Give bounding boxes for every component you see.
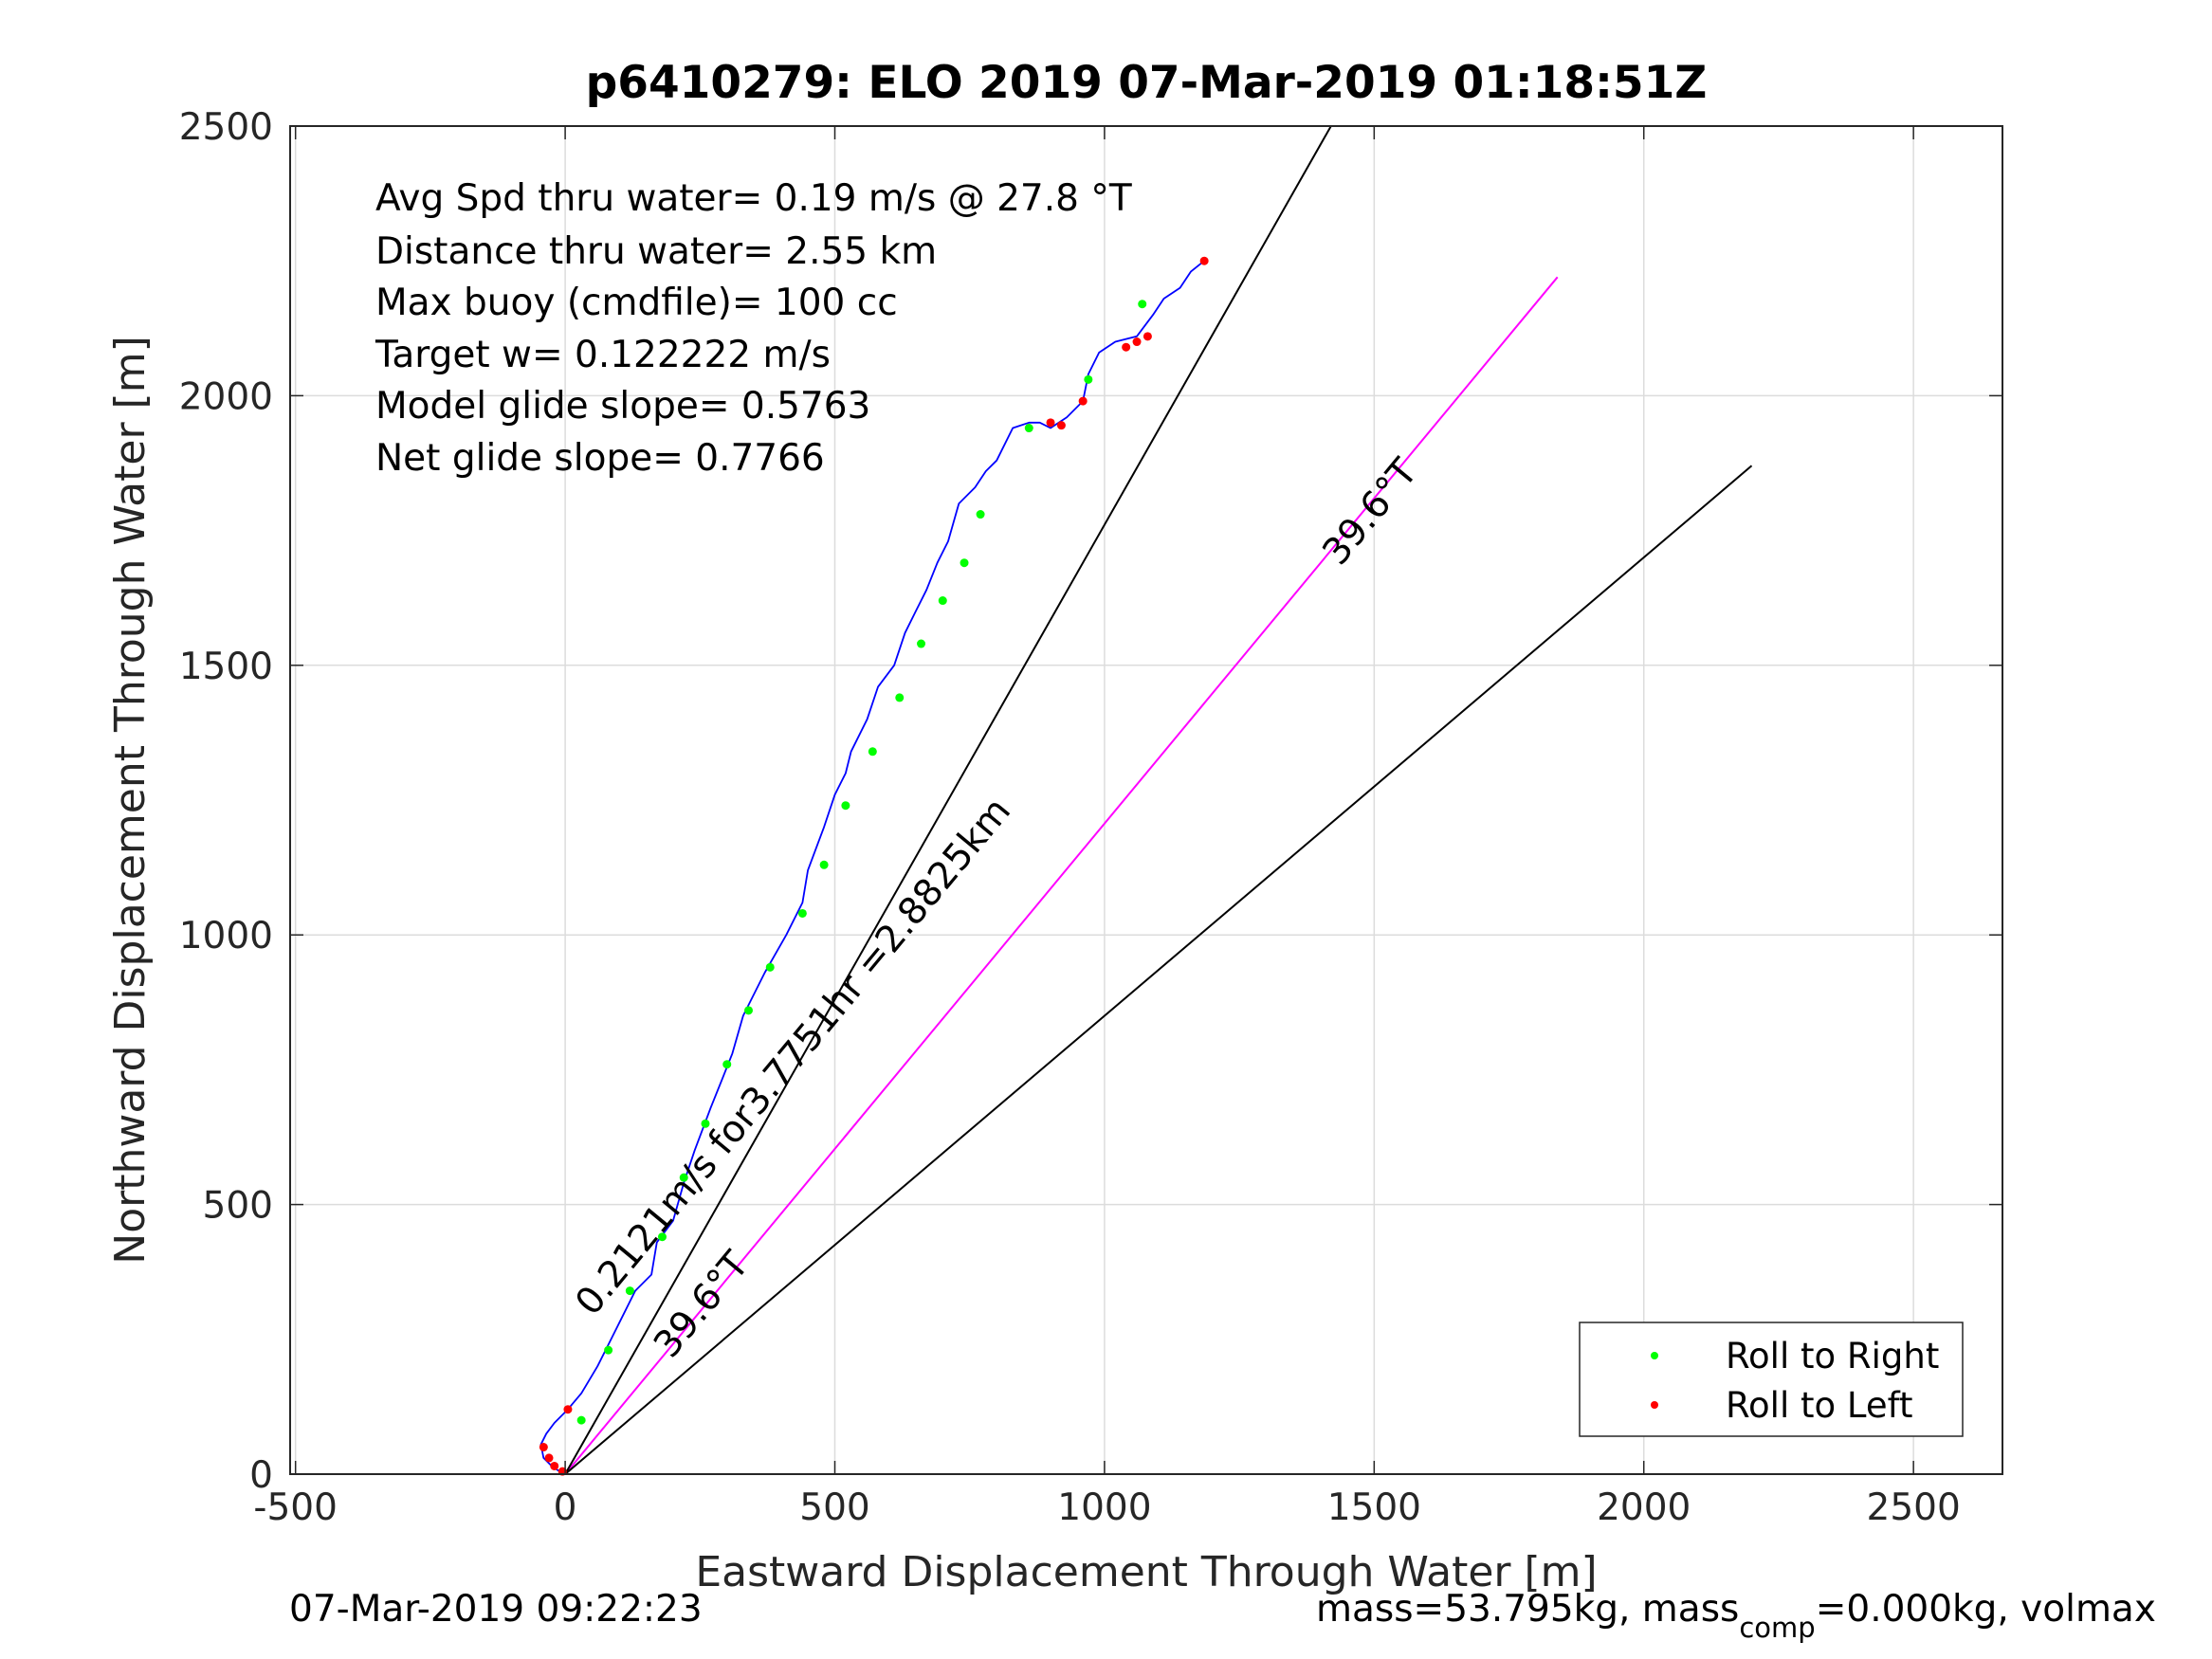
x-tick-label: 1000: [1057, 1486, 1151, 1529]
chart-title: p6410279: ELO 2019 07-Mar-2019 01:18:51Z: [586, 57, 1708, 109]
x-tick-label: 500: [799, 1486, 869, 1529]
roll-right-marker: [701, 1119, 710, 1128]
roll-left-marker: [539, 1443, 548, 1452]
footer-mass-subscript: comp: [1739, 1612, 1815, 1644]
roll-right-marker: [819, 860, 829, 869]
roll-right-marker: [679, 1173, 688, 1182]
stats-line-avg-speed: Avg Spd thru water= 0.19 m/s @ 27.8 °T: [375, 177, 1132, 220]
plot-area: [290, 126, 2002, 1474]
roll-markers: [539, 256, 1209, 1476]
roll-right-marker: [960, 558, 969, 568]
roll-left-marker: [1143, 332, 1152, 341]
x-tick-label: 2500: [1867, 1486, 1961, 1529]
y-tick-label: 500: [203, 1185, 273, 1228]
roll-right-marker: [657, 1232, 667, 1242]
x-tick-label: 1500: [1327, 1486, 1421, 1529]
footer-mass-part-b: =0.000kg, volmax: [1816, 1588, 2156, 1631]
x-tick-label: 2000: [1597, 1486, 1691, 1529]
roll-left-marker: [1122, 342, 1131, 352]
legend-marker-roll-left: [1651, 1401, 1658, 1409]
roll-right-marker: [625, 1286, 634, 1296]
roll-left-marker: [1132, 337, 1142, 347]
stats-box: Avg Spd thru water= 0.19 m/s @ 27.8 °T D…: [375, 177, 1132, 480]
y-tick-label: 1000: [179, 915, 273, 957]
roll-right-marker: [604, 1345, 613, 1355]
roll-right-marker: [1138, 300, 1147, 309]
roll-right-marker: [895, 693, 905, 702]
roll-left-marker: [544, 1453, 554, 1463]
roll-left-marker: [1056, 421, 1066, 430]
x-tick-labels: -500 0 500 1000 1500 2000 2500: [253, 1486, 1960, 1529]
roll-right-marker: [765, 962, 775, 972]
y-axis-label: Northward Displacement Through Water [m]: [106, 336, 155, 1264]
footer-mass-part-a: mass=53.795kg, mass: [1316, 1588, 1739, 1631]
stats-line-distance: Distance thru water= 2.55 km: [375, 230, 937, 273]
footer-mass-text: mass=53.795kg, masscomp=0.000kg, volmax: [1316, 1588, 2156, 1644]
x-tick-label: 0: [554, 1486, 577, 1529]
legend-label-roll-left: Roll to Left: [1726, 1385, 1913, 1426]
roll-right-marker: [1024, 424, 1033, 433]
roll-left-marker: [563, 1405, 573, 1414]
heading-line-magenta: [564, 276, 1559, 1475]
legend: Roll to Right Roll to Left: [1579, 1322, 1964, 1437]
y-tick-label: 1500: [179, 646, 273, 688]
footer-timestamp: 07-Mar-2019 09:22:23: [289, 1588, 703, 1631]
roll-left-marker: [1078, 396, 1088, 406]
y-tick-label: 0: [249, 1454, 273, 1497]
x-tick-label: -500: [253, 1486, 338, 1529]
x-axis-label: Eastward Displacement Through Water [m]: [695, 1548, 1597, 1596]
roll-right-marker: [976, 510, 985, 520]
axis-ticks: [290, 125, 2002, 1475]
series-lines: [539, 125, 1753, 1475]
bounding-line-right: [564, 465, 1753, 1475]
y-tick-label: 2500: [179, 106, 273, 149]
roll-right-marker: [743, 1006, 753, 1015]
roll-left-marker: [1046, 418, 1055, 428]
legend-box: [1579, 1322, 1964, 1437]
y-tick-labels: 0 500 1000 1500 2000 2500: [179, 106, 273, 1497]
roll-right-marker: [841, 801, 850, 811]
stats-line-net-glide-slope: Net glide slope= 0.7766: [375, 437, 825, 480]
roll-right-marker: [576, 1415, 586, 1425]
legend-marker-roll-right: [1651, 1352, 1658, 1359]
bounding-line-left: [564, 125, 1332, 1475]
roll-right-marker: [938, 596, 947, 606]
y-tick-label: 2000: [179, 375, 273, 418]
roll-right-marker: [722, 1060, 732, 1069]
roll-right-marker: [917, 639, 926, 648]
stats-line-target-w: Target w= 0.122222 m/s: [375, 334, 831, 376]
stats-line-max-buoy: Max buoy (cmdfile)= 100 cc: [375, 282, 898, 324]
roll-right-marker: [868, 747, 877, 757]
roll-left-marker: [1199, 256, 1209, 265]
roll-right-marker: [1084, 374, 1093, 384]
legend-label-roll-right: Roll to Right: [1726, 1336, 1939, 1376]
plot-frame: [289, 125, 2003, 1475]
roll-left-marker: [550, 1461, 559, 1470]
stats-line-model-glide-slope: Model glide slope= 0.5763: [375, 385, 870, 428]
roll-right-marker: [797, 908, 807, 918]
glider-track-line: [539, 260, 1205, 1475]
